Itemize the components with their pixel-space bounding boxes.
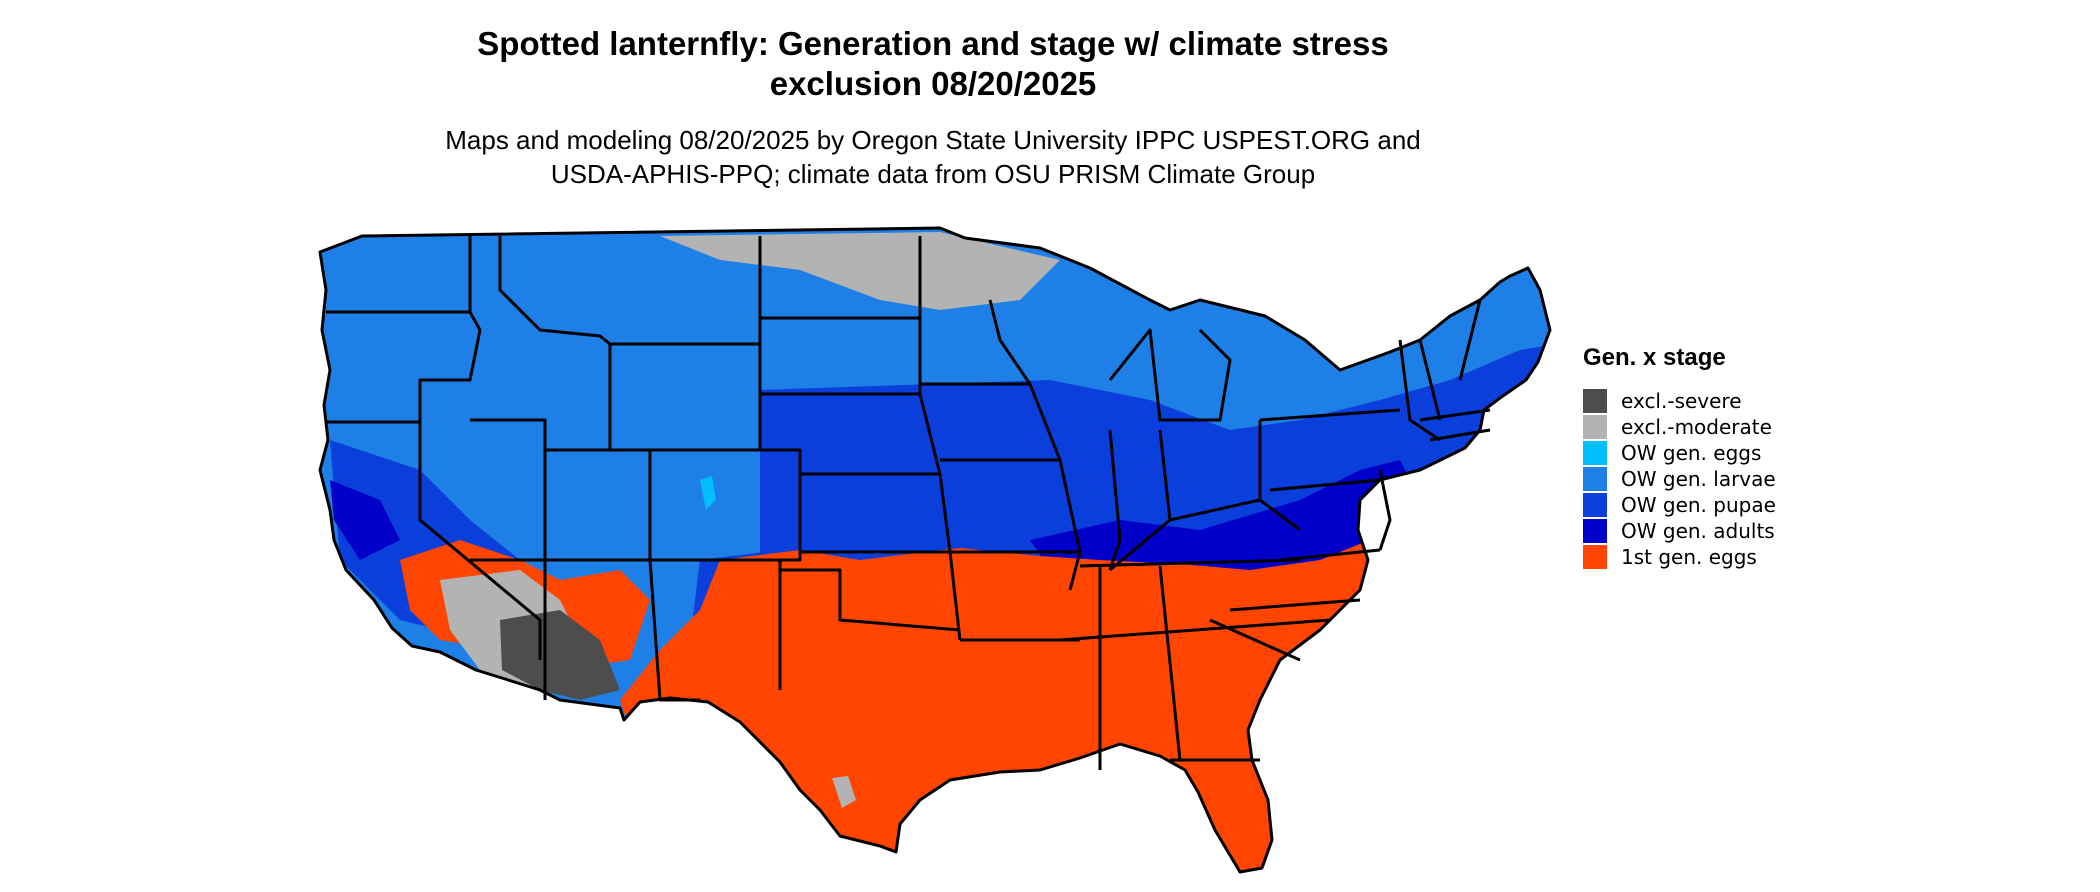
boundary-nc-sc	[1229, 598, 1361, 612]
boundary-mi	[1108, 328, 1232, 422]
legend-label: excl.-moderate	[1621, 415, 1772, 439]
boundary-ny-ne	[1398, 339, 1441, 442]
boundary-mo-il	[1028, 383, 1082, 591]
boundary-in-oh	[1158, 429, 1172, 521]
legend-swatch	[1583, 441, 1607, 465]
legend-item-ow-adults: OW gen. adults	[1583, 518, 1776, 544]
zone-excl-moderate-tx	[832, 776, 856, 808]
boundary-ok-tx	[780, 568, 961, 632]
legend-title: Gen. x stage	[1583, 344, 1726, 371]
boundary-nj-de	[1378, 469, 1392, 551]
legend-label: 1st gen. eggs	[1621, 545, 1757, 569]
boundary-il-in	[1108, 429, 1122, 571]
legend-item-ow-pupae: OW gen. pupae	[1583, 492, 1776, 518]
legend-label: excl.-severe	[1621, 389, 1742, 413]
zone-ow-eggs	[700, 476, 716, 510]
boundary-nv-ca	[418, 422, 542, 660]
us-outline	[318, 226, 1552, 874]
legend-item-ow-eggs: OW gen. eggs	[1583, 440, 1776, 466]
boundary-nh-me	[1458, 299, 1482, 381]
zone-ow-adults-sw	[330, 480, 400, 560]
boundary-ut-nv	[470, 418, 547, 562]
legend-item-1st-gen-eggs: 1st gen. eggs	[1583, 544, 1776, 570]
legend-label: OW gen. adults	[1621, 519, 1775, 543]
boundary-pa-ny	[1259, 408, 1401, 422]
legend-label: OW gen. eggs	[1621, 441, 1762, 465]
boundary-nm	[660, 558, 782, 690]
boundary-vt-nh	[1418, 339, 1442, 421]
boundary-ma	[1419, 408, 1491, 422]
boundary-ky	[1109, 498, 1301, 572]
legend-label: OW gen. pupae	[1621, 493, 1776, 517]
zone-ow-adults	[1030, 460, 1420, 580]
boundary-mn-wi	[988, 299, 1032, 385]
boundary-va-nc	[1279, 548, 1381, 562]
title-line-1: Spotted lanternfly: Generation and stage…	[477, 25, 1389, 62]
stage-fill	[320, 228, 1550, 872]
legend-item-excl-moderate: excl.-moderate	[1583, 414, 1776, 440]
boundary-al-ga	[1158, 565, 1182, 761]
boundary-tn-ms-al	[1059, 618, 1331, 642]
state-boundaries	[318, 226, 1552, 874]
boundary-id	[418, 236, 482, 422]
map-title: Spotted lanternfly: Generation and stage…	[0, 24, 1866, 104]
legend-item-ow-larvae: OW gen. larvae	[1583, 466, 1776, 492]
boundary-ga-sc	[1209, 618, 1301, 662]
title-line-2: exclusion 08/20/2025	[769, 65, 1097, 102]
legend-swatch	[1583, 545, 1607, 569]
legend-swatch	[1583, 415, 1607, 439]
legend-swatch	[1583, 519, 1607, 543]
subtitle-line-2: USDA-APHIS-PPQ; climate data from OSU PR…	[550, 159, 1316, 189]
zone-excl-severe	[500, 610, 620, 700]
boundary-ct-ri	[1429, 428, 1491, 442]
legend-swatch	[1583, 467, 1607, 491]
boundary-nm-tx	[648, 559, 700, 702]
legend-swatch	[1583, 389, 1607, 413]
legend-item-excl-severe: excl.-severe	[1583, 388, 1776, 414]
boundary-ut-co	[545, 448, 652, 562]
subtitle-line-1: Maps and modeling 08/20/2025 by Oregon S…	[445, 125, 1421, 155]
boundary-dakotas-mn	[918, 236, 962, 641]
zone-1st-eggs	[620, 520, 1420, 872]
legend-swatch	[1583, 493, 1607, 517]
legend-label: OW gen. larvae	[1621, 467, 1776, 491]
boundary-pa-md	[1269, 478, 1381, 492]
legend: Gen. x stage excl.-severe excl.-moderate…	[1583, 344, 1776, 570]
map-subtitle: Maps and modeling 08/20/2025 by Oregon S…	[0, 123, 1866, 191]
